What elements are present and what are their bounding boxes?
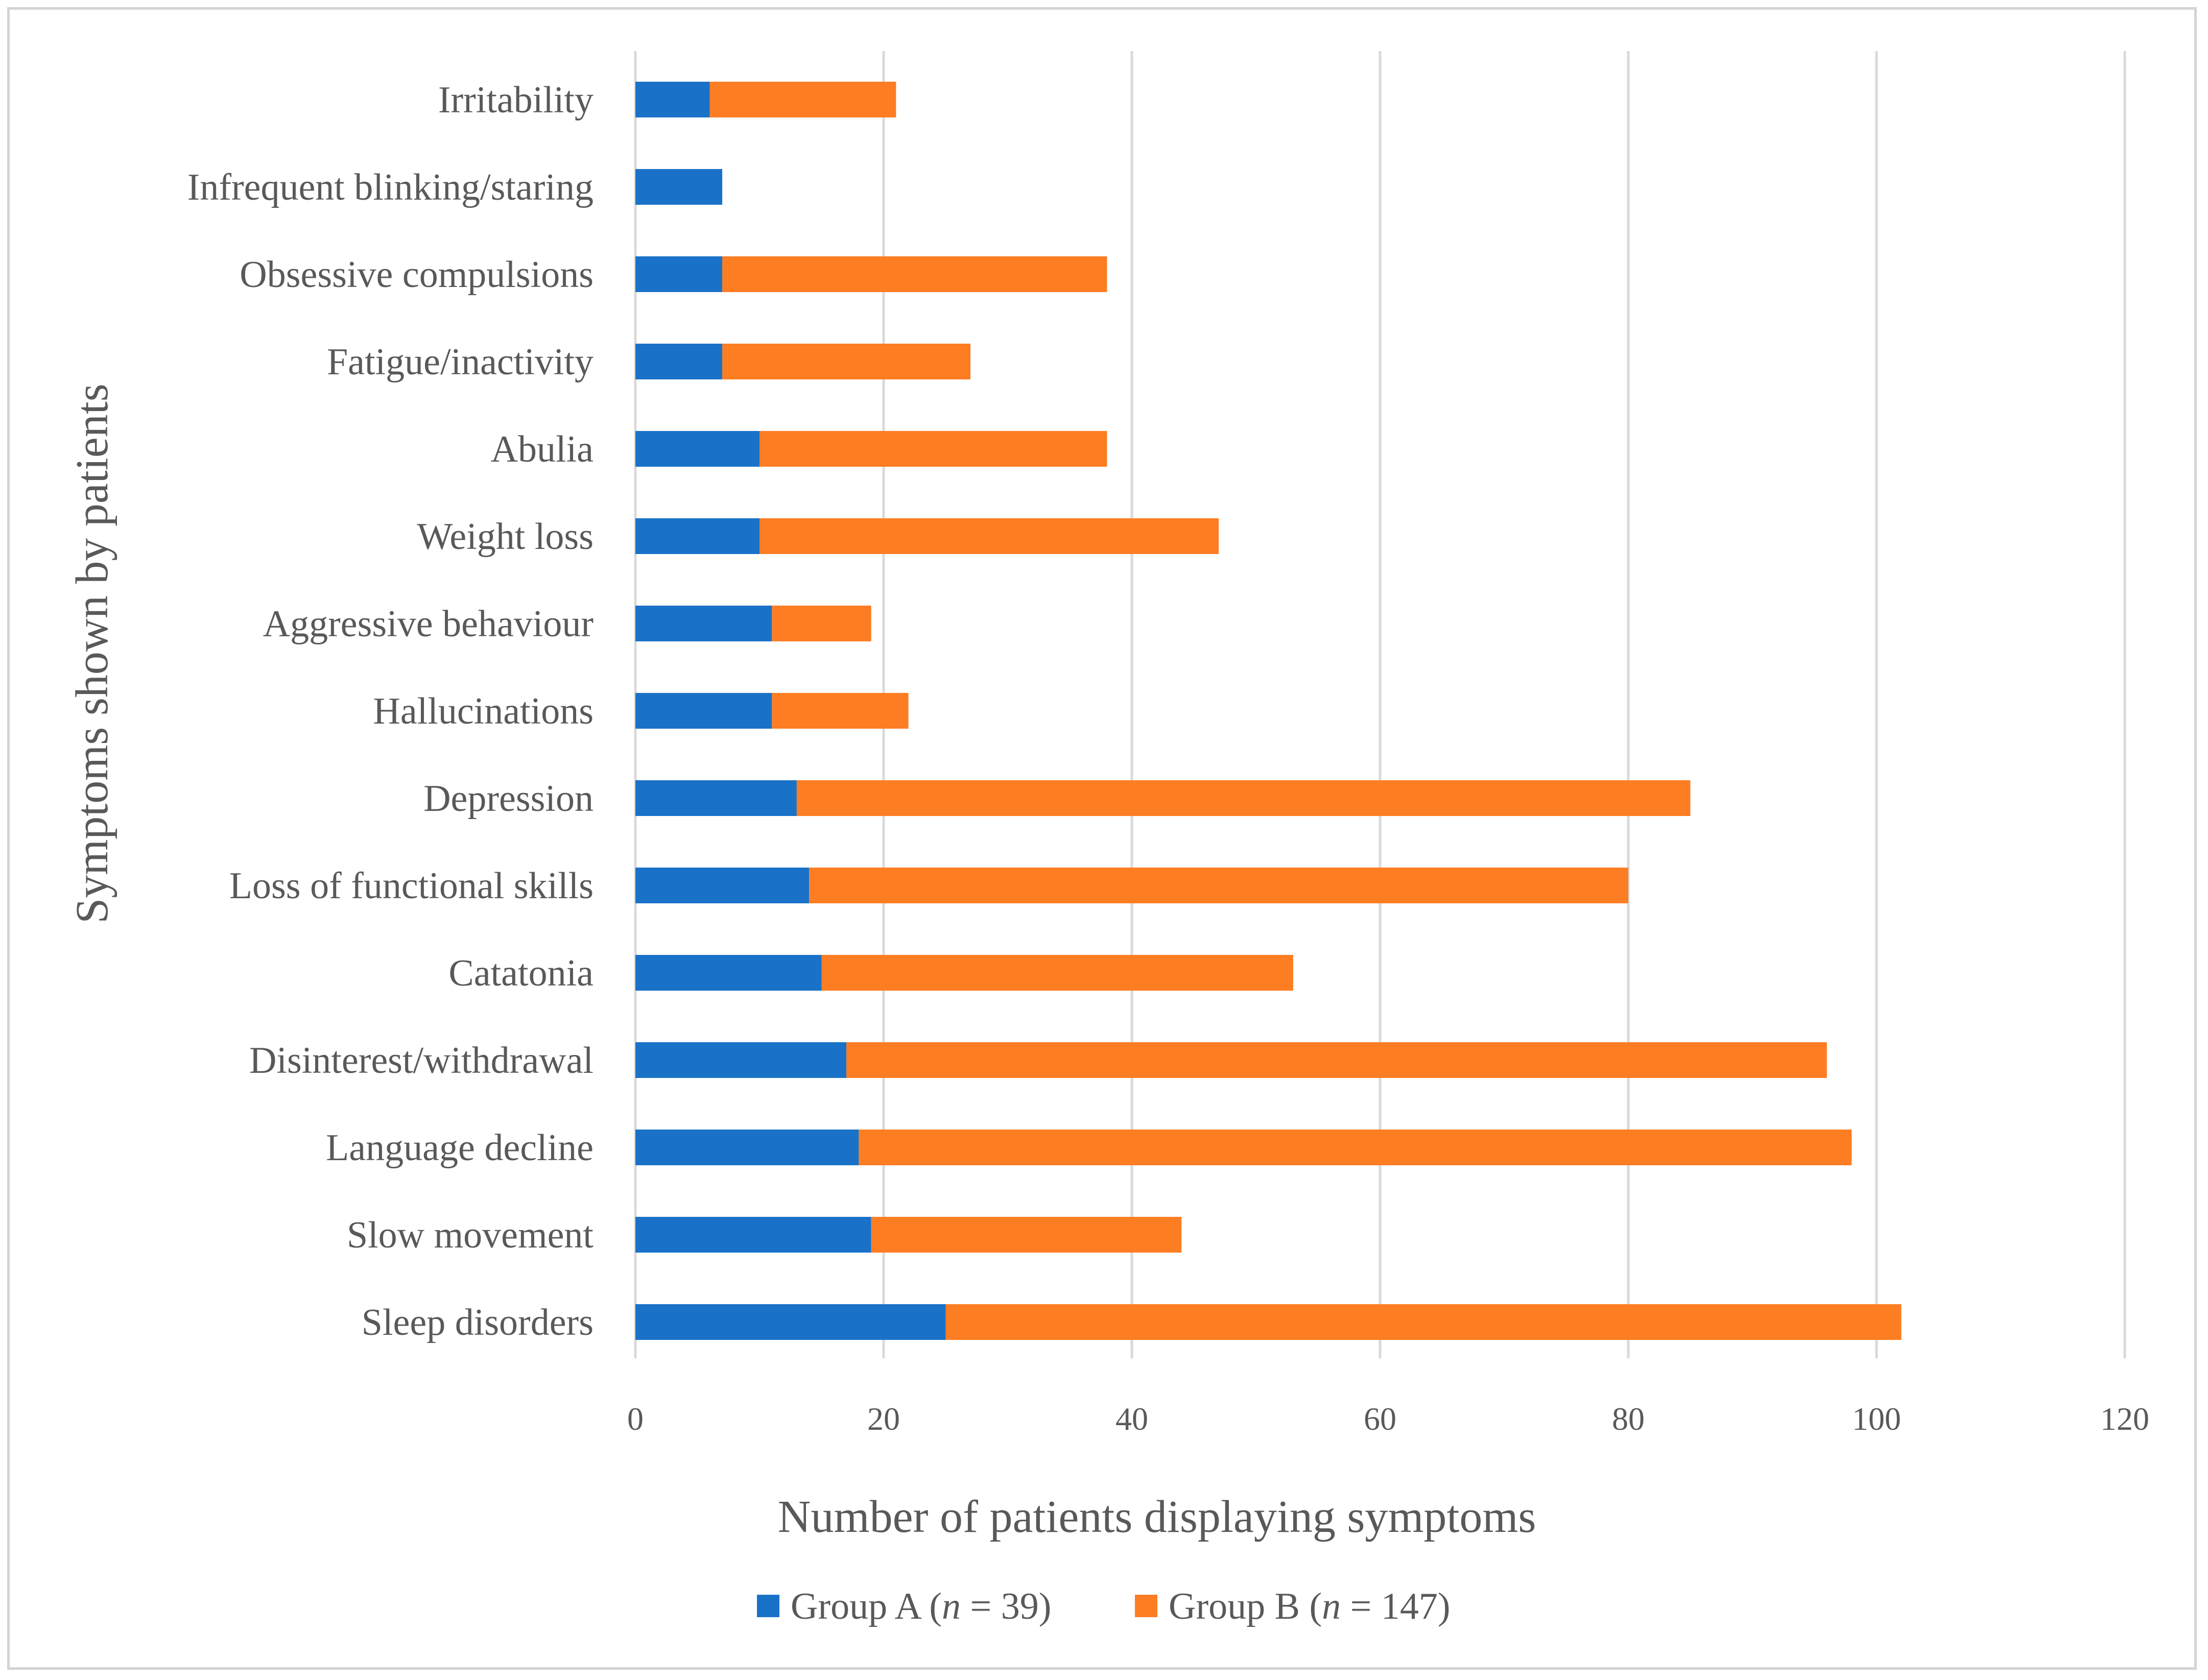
bar-segment-group-b [772, 606, 871, 641]
category-label: Depression [423, 778, 593, 820]
legend: Group A (n = 39) Group B (n = 147) [757, 1586, 1450, 1627]
bar-segment-group-a [635, 169, 723, 205]
category-label: Language decline [326, 1127, 593, 1169]
category-label: Disinterest/withdrawal [249, 1040, 593, 1082]
legend-item-group-b: Group B (n = 147) [1135, 1586, 1450, 1627]
legend-swatch-group-b [1135, 1595, 1157, 1617]
category-label: Obsessive compulsions [240, 254, 593, 296]
bar-segment-group-a [635, 780, 797, 816]
bar-segment-group-a [635, 955, 822, 991]
bar-segment-group-b [772, 693, 909, 729]
bar-segment-group-b [871, 1217, 1182, 1253]
bar-segment-group-a [635, 606, 772, 641]
category-label: Catatonia [448, 952, 593, 994]
category-label: Infrequent blinking/staring [187, 166, 593, 208]
category-label: Slow movement [347, 1214, 593, 1256]
category-label: Loss of functional skills [229, 865, 593, 907]
x-tick-label-60: 60 [1364, 1401, 1396, 1437]
category-label: Hallucinations [373, 690, 593, 732]
bar-segment-group-a [635, 431, 759, 467]
x-axis-title: Number of patients displaying symptoms [778, 1492, 1536, 1542]
bar-segment-group-b [759, 431, 1107, 467]
bar-segment-group-b [759, 518, 1219, 554]
bar-segment-group-b [709, 82, 896, 117]
bar-segment-group-a [635, 1304, 946, 1340]
bar-segment-group-a [635, 344, 723, 379]
category-label: Fatigue/inactivity [327, 341, 593, 383]
category-label: Abulia [491, 428, 593, 470]
chart-frame [7, 7, 2197, 1670]
category-label: Sleep disorders [362, 1302, 593, 1343]
bar-segment-group-a [635, 1217, 871, 1253]
x-tick-label-0: 0 [627, 1401, 644, 1437]
bar-segment-group-b [821, 955, 1293, 991]
legend-swatch-group-a [757, 1595, 779, 1617]
category-labels: Irritability Infrequent blinking/staring O… [187, 79, 594, 1343]
category-label: Irritability [438, 79, 593, 121]
bar-segment-group-b [809, 868, 1628, 903]
x-tick-label-20: 20 [867, 1401, 900, 1437]
legend-label-group-b: Group B (n = 147) [1169, 1586, 1450, 1627]
bar-segment-group-a [635, 1042, 847, 1078]
x-tick-label-80: 80 [1612, 1401, 1645, 1437]
x-tick-label-120: 120 [2100, 1401, 2149, 1437]
y-axis-title: Symptoms shown by patients [67, 383, 117, 924]
x-tick-label-100: 100 [1852, 1401, 1901, 1437]
bar-segment-group-a [635, 693, 772, 729]
bar-segment-group-a [635, 1130, 859, 1165]
bar-segment-group-a [635, 518, 759, 554]
bar-segment-group-a [635, 868, 810, 903]
x-tick-label-40: 40 [1115, 1401, 1148, 1437]
bar-segment-group-b [859, 1130, 1852, 1165]
bar-segment-group-b [846, 1042, 1827, 1078]
legend-item-group-a: Group A (n = 39) [757, 1586, 1051, 1627]
bar-segment-group-b [945, 1304, 1902, 1340]
bar-segment-group-b [722, 256, 1107, 292]
bar-segment-group-a [635, 256, 723, 292]
bar-segment-group-b [722, 344, 971, 379]
bar-segment-group-a [635, 82, 710, 117]
legend-label-group-a: Group A (n = 39) [791, 1586, 1051, 1627]
category-label: Aggressive behaviour [263, 603, 593, 645]
x-axis-ticks: 0 20 40 60 80 100 120 [627, 1401, 2149, 1437]
category-label: Weight loss [417, 516, 593, 558]
bars [635, 82, 1902, 1340]
bar-segment-group-b [796, 780, 1691, 816]
